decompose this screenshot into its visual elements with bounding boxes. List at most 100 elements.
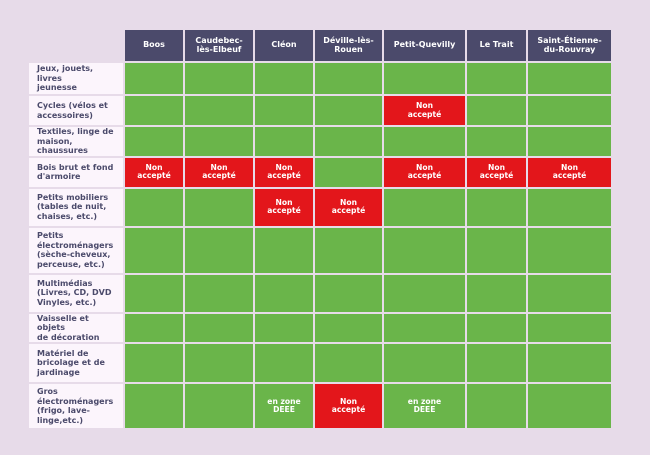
status-cell-not-accepted: Non accepté [125,157,183,187]
corner-cell [29,30,123,61]
status-cell-not-accepted: Non accepté [467,157,526,187]
status-cell-accepted [467,313,526,342]
column-header-city: Boos [125,30,183,61]
status-cell-accepted [467,127,526,156]
status-cell-accepted [528,274,611,312]
status-cell-accepted [125,274,183,312]
status-cell-not-accepted: Non accepté [384,96,465,125]
status-cell-accepted [255,227,313,273]
status-cell-accepted [528,188,611,226]
status-cell-accepted [384,344,465,382]
row-label: Vaisselle et objets de décoration [29,313,123,342]
row-label: Bois brut et fond d'armoire [29,157,123,187]
status-cell-not-accepted: Non accepté [255,157,313,187]
status-cell-accepted [185,274,253,312]
status-cell-accepted [467,274,526,312]
table-row: Multimédias (Livres, CD, DVD Vinyles, etc.… [29,274,611,312]
status-cell-accepted [384,63,465,94]
status-cell-accepted [125,188,183,226]
status-cell-accepted [255,127,313,156]
status-cell-accepted [315,157,382,187]
status-cell-not-accepted: Non accepté [384,157,465,187]
column-header-city: Petit-Quevilly [384,30,465,61]
status-cell-accepted [185,227,253,273]
status-cell-accepted [384,274,465,312]
status-cell-accepted [315,313,382,342]
status-cell-accepted [467,96,526,125]
status-cell-deee-zone: en zone DEEE [384,384,465,428]
status-cell-accepted [467,344,526,382]
row-label: Cycles (vélos et accessoires) [29,96,123,125]
status-cell-accepted [315,63,382,94]
status-cell-accepted [125,63,183,94]
status-cell-not-accepted: Non accepté [315,188,382,226]
status-cell-accepted [384,188,465,226]
status-cell-accepted [315,344,382,382]
table-row: Petits mobiliers (tables de nuit, chaises,… [29,188,611,226]
column-header-city: Cléon [255,30,313,61]
column-header-city: Déville-lès- Rouen [315,30,382,61]
status-cell-accepted [467,188,526,226]
row-label: Textiles, linge de maison, chaussures [29,127,123,156]
status-cell-not-accepted: Non accepté [315,384,382,428]
table-row: Cycles (vélos et accessoires) Non accepté [29,96,611,125]
status-cell-accepted [185,63,253,94]
row-label: Multimédias (Livres, CD, DVD Vinyles, etc.… [29,274,123,312]
status-cell-accepted [467,384,526,428]
status-cell-accepted [255,274,313,312]
status-cell-accepted [255,344,313,382]
row-label: Matériel de bricolage et de jardinage [29,344,123,382]
status-cell-accepted [315,274,382,312]
acceptance-table: Boos Caudebec-lès-Elbeuf Cléon Déville-lès-… [27,28,613,430]
status-cell-accepted [315,227,382,273]
column-header-city: Saint-Étienne-du-Rouvray [528,30,611,61]
header-row: Boos Caudebec-lès-Elbeuf Cléon Déville-lès-… [29,30,611,61]
status-cell-accepted [528,313,611,342]
table-row: Matériel de bricolage et de jardinage [29,344,611,382]
table-row: Vaisselle et objets de décoration [29,313,611,342]
status-cell-accepted [255,313,313,342]
row-label: Petits électroménagers (sèche-cheveux, perc… [29,227,123,273]
row-label: Jeux, jouets, livres jeunesse [29,63,123,94]
status-cell-accepted [528,96,611,125]
status-cell-accepted [185,384,253,428]
status-cell-accepted [125,227,183,273]
status-cell-accepted [185,188,253,226]
status-cell-not-accepted: Non accepté [255,188,313,226]
status-cell-accepted [528,227,611,273]
status-cell-deee-zone: en zone DEEE [255,384,313,428]
status-cell-accepted [185,344,253,382]
status-cell-accepted [125,96,183,125]
status-cell-accepted [185,127,253,156]
status-cell-accepted [185,313,253,342]
status-cell-accepted [125,127,183,156]
status-cell-accepted [467,63,526,94]
status-cell-accepted [528,127,611,156]
row-label: Petits mobiliers (tables de nuit, chaises,… [29,188,123,226]
status-cell-accepted [315,127,382,156]
table-row: Textiles, linge de maison, chaussures [29,127,611,156]
status-cell-accepted [528,384,611,428]
table-row: Jeux, jouets, livres jeunesse [29,63,611,94]
status-cell-accepted [384,227,465,273]
status-cell-accepted [185,96,253,125]
table-row: Gros électroménagers (frigo, lave-linge,et… [29,384,611,428]
status-cell-accepted [255,63,313,94]
status-cell-accepted [125,313,183,342]
table-row: Bois brut et fond d'armoire Non accepté Non a… [29,157,611,187]
status-cell-accepted [384,313,465,342]
status-cell-accepted [528,63,611,94]
status-cell-accepted [384,127,465,156]
table-row: Petits électroménagers (sèche-cheveux, perc… [29,227,611,273]
status-cell-accepted [125,344,183,382]
status-cell-accepted [315,96,382,125]
status-cell-accepted [255,96,313,125]
status-cell-accepted [528,344,611,382]
row-label: Gros électroménagers (frigo, lave-linge,et… [29,384,123,428]
status-cell-accepted [467,227,526,273]
column-header-city: Caudebec-lès-Elbeuf [185,30,253,61]
column-header-city: Le Trait [467,30,526,61]
status-cell-not-accepted: Non accepté [528,157,611,187]
status-cell-accepted [125,384,183,428]
status-cell-not-accepted: Non accepté [185,157,253,187]
